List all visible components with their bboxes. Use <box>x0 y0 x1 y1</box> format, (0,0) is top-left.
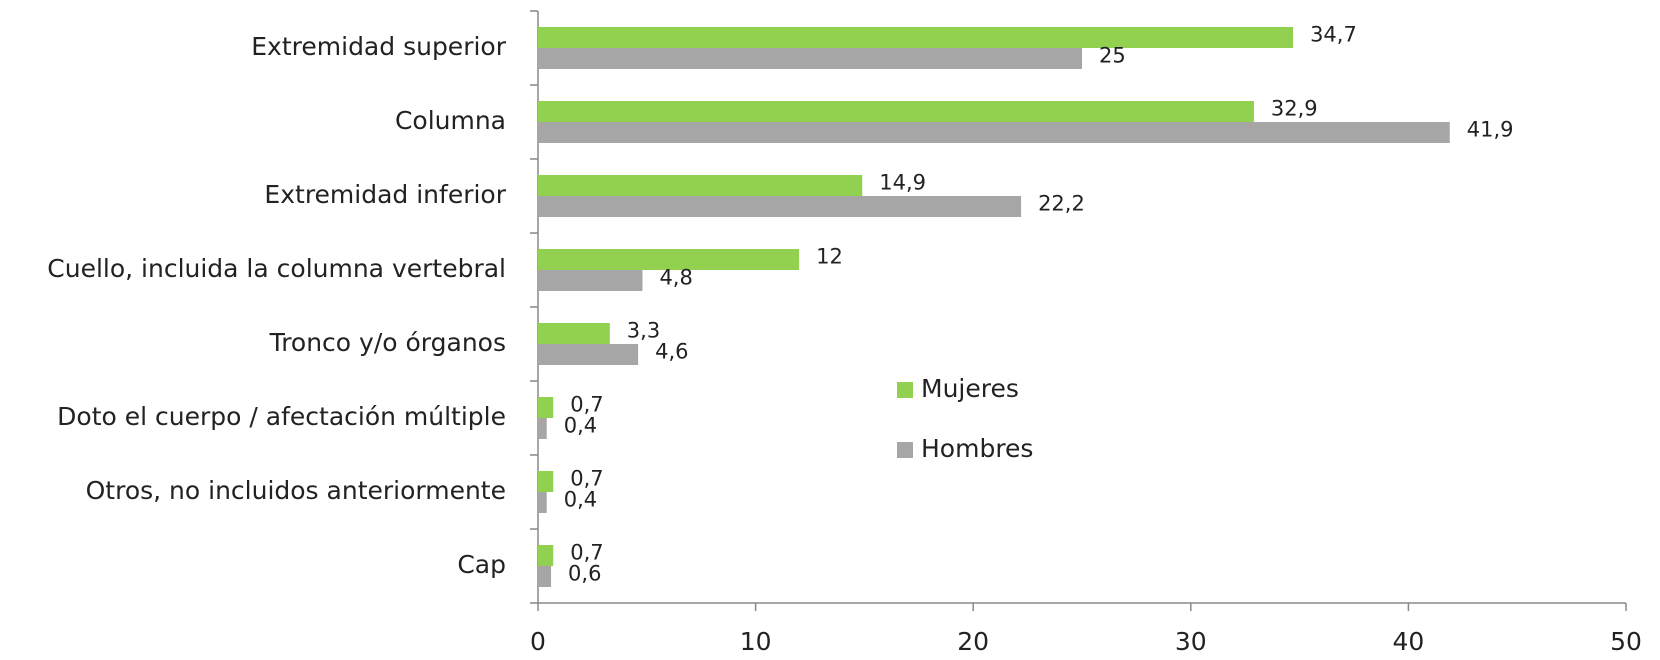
value-label: 0,6 <box>568 562 601 586</box>
x-tick-label: 40 <box>1392 627 1424 656</box>
bar <box>538 545 554 566</box>
legend-swatch <box>897 382 913 398</box>
x-tick-label: 30 <box>1175 627 1207 656</box>
value-label: 0,7 <box>570 467 603 491</box>
x-tick-label: 0 <box>530 627 546 656</box>
legend-label: Hombres <box>921 434 1033 463</box>
bar <box>538 344 639 365</box>
bar <box>538 566 552 587</box>
category-label: Extremidad superior <box>251 32 506 61</box>
value-label: 4,6 <box>655 340 688 364</box>
bar <box>538 471 554 492</box>
value-label: 22,2 <box>1038 192 1085 216</box>
legend-label: Mujeres <box>921 374 1019 403</box>
value-label: 4,8 <box>659 266 692 290</box>
category-label: Cap <box>457 550 506 579</box>
bar <box>538 397 554 418</box>
category-label: Extremidad inferior <box>264 180 506 209</box>
value-label: 34,7 <box>1310 23 1357 47</box>
x-tick-label: 20 <box>957 627 989 656</box>
category-label: Doto el cuerpo / afectación múltiple <box>57 402 506 431</box>
value-label: 0,4 <box>564 414 597 438</box>
bar <box>538 418 547 439</box>
value-label: 0,7 <box>570 541 603 565</box>
value-label: 41,9 <box>1467 118 1514 142</box>
value-label: 0,4 <box>564 488 597 512</box>
bar <box>538 249 800 270</box>
category-label: Cuello, incluida la columna vertebral <box>47 254 506 283</box>
bar <box>538 101 1254 122</box>
category-label: Otros, no incluidos anteriormente <box>86 476 506 505</box>
bar <box>538 175 863 196</box>
bar <box>538 323 610 344</box>
x-tick-label: 50 <box>1610 627 1642 656</box>
bar <box>538 27 1294 48</box>
bar <box>538 122 1450 143</box>
value-label: 3,3 <box>627 319 660 343</box>
category-label: Tronco y/o órganos <box>269 328 506 357</box>
value-label: 14,9 <box>879 171 926 195</box>
legend-swatch <box>897 442 913 458</box>
value-label: 0,7 <box>570 393 603 417</box>
category-label: Columna <box>395 106 506 135</box>
x-tick-label: 10 <box>740 627 772 656</box>
bar <box>538 48 1082 69</box>
value-label: 32,9 <box>1271 97 1318 121</box>
value-label: 25 <box>1099 44 1126 68</box>
bar <box>538 492 547 513</box>
value-label: 12 <box>816 245 843 269</box>
bar <box>538 196 1022 217</box>
bar <box>538 270 643 291</box>
